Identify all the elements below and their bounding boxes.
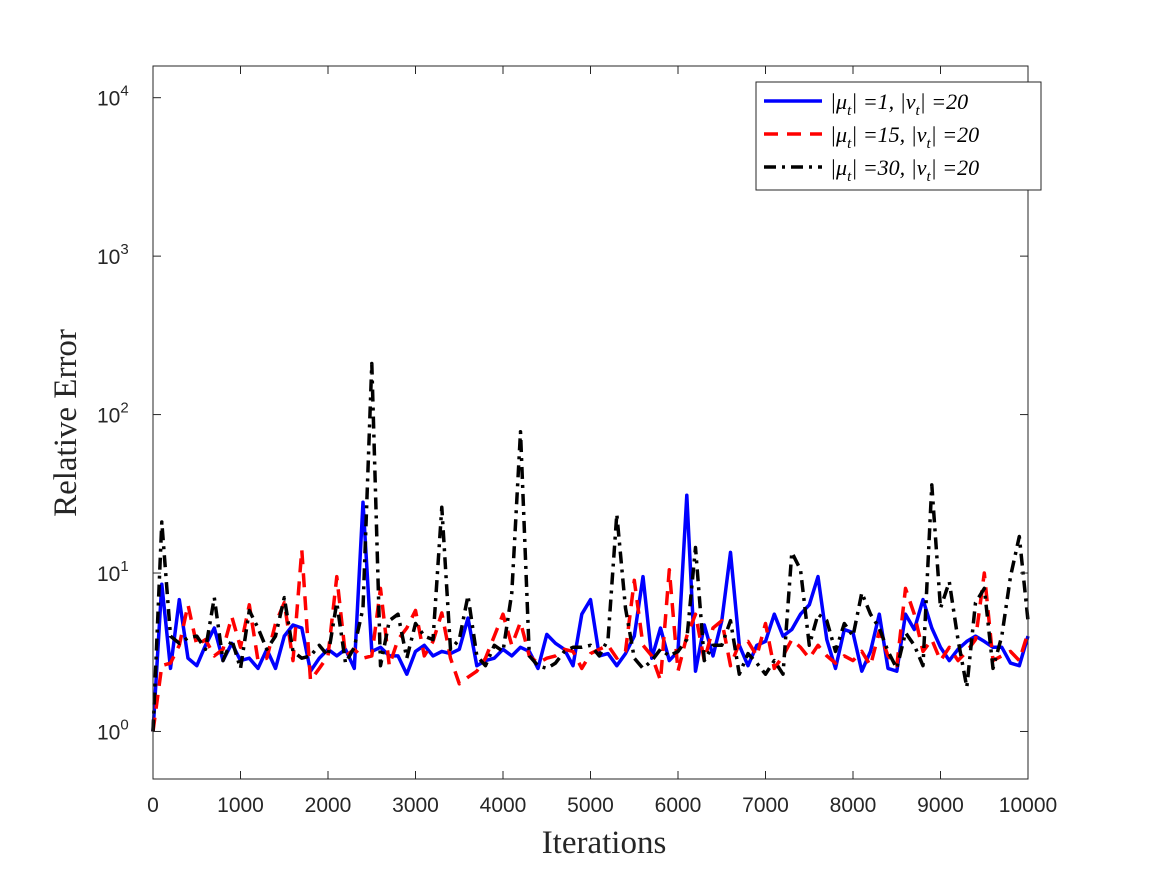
- legend-label-2: |μt| =15, |νt| =20: [830, 122, 979, 152]
- series-line-2: [151, 548, 1030, 732]
- x-tick-label: 10000: [999, 794, 1057, 817]
- x-tick-label: 8000: [830, 794, 877, 817]
- x-tick-label: 6000: [655, 794, 702, 817]
- x-tick-label: 7000: [742, 794, 789, 817]
- y-tick-label: 100: [97, 716, 129, 744]
- series-layer: [151, 361, 1030, 732]
- x-axis-ticks: 0 1000 2000 3000 4000 5000 6000 7000 8000 9000 100…: [147, 66, 1057, 817]
- legend: |μt| =1, |νt| =20|μt| =15, |νt| =20|μt| …: [755, 81, 1042, 191]
- x-tick-label: 9000: [917, 794, 964, 817]
- x-tick-label: 4000: [480, 794, 527, 817]
- x-tick-label: 1000: [217, 794, 264, 817]
- x-tick-label: 5000: [567, 794, 614, 817]
- y-tick-label: 104: [97, 83, 129, 111]
- legend-label-3: |μt| =30, |νt| =20: [830, 155, 979, 185]
- x-tick-label: 3000: [392, 794, 439, 817]
- x-axis-title: Iterations: [542, 825, 667, 861]
- y-axis-ticks: 100 101 102 103 104: [97, 83, 1028, 744]
- y-tick-label: 101: [97, 558, 129, 586]
- y-tick-label: 103: [97, 241, 129, 269]
- legend-label-1: |μt| =1, |νt| =20: [830, 89, 968, 119]
- series-line-3: [151, 361, 1030, 732]
- x-tick-label: 0: [147, 794, 159, 817]
- y-tick-label: 102: [97, 400, 129, 428]
- y-axis-title: Relative Error: [48, 329, 84, 517]
- x-tick-label: 2000: [305, 794, 352, 817]
